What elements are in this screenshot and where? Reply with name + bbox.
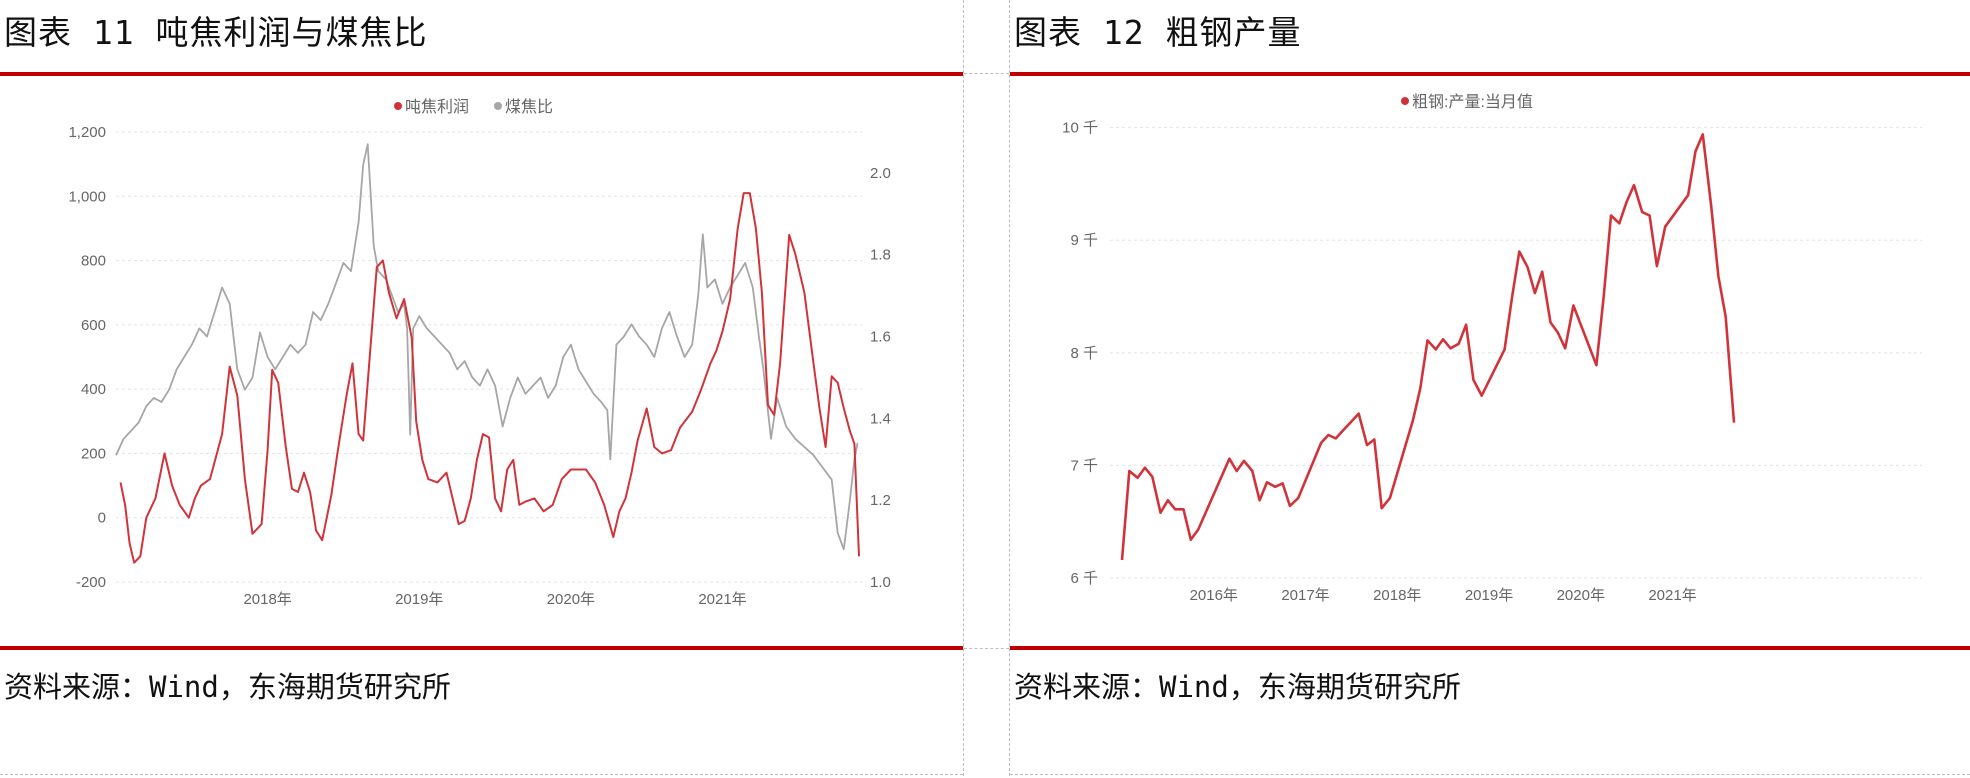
x-axis-tick: 2018年 [243,591,291,608]
y-axis-tick: 10 千 [1062,120,1098,137]
bottom-border [0,774,963,775]
gap-divider-bottom [964,648,1009,649]
right-axis-tick: 1.0 [870,574,891,591]
right-axis-tick: 1.6 [870,329,891,346]
crude-steel-line [1120,133,1736,561]
right-axis-tick: 1.8 [870,247,891,264]
source-rule [1010,646,1970,650]
x-axis-tick: 2017年 [1281,587,1329,604]
y-axis-tick: 9 千 [1070,232,1098,249]
left-axis-tick: 200 [81,445,106,462]
gap-divider-top [964,73,1009,74]
coke-profit-ratio-chart: -200 0 200 400 600 800 1,000 1,200 1.0 1.2 1.4 1.6 1… [68,98,891,608]
left-axis-tick: 800 [81,253,106,270]
source-rule [0,646,963,650]
x-axis-tick: 2016年 [1190,587,1238,604]
x-axis-tick: 2021年 [1648,587,1696,604]
legend-marker [1401,97,1409,105]
left-axis-tick: 1,200 [68,124,106,141]
coke-ratio-line [115,143,859,551]
right-panel: 图表 12 粗钢产量 6 千 7 千 8 千 9 千 10 千 2016年 2017年 201… [1009,0,1970,776]
x-axis-tick: 2020年 [547,591,595,608]
y-axis-tick: 7 千 [1070,457,1098,474]
left-axis-tick: 400 [81,381,106,398]
left-axis-tick: 1,000 [68,188,106,205]
legend-label: 吨焦利润 [405,98,469,116]
crude-steel-chart: 6 千 7 千 8 千 9 千 10 千 2016年 2017年 2018年 2019年 2020… [1062,93,1922,604]
source-note: 资料来源：Wind，东海期货研究所 [4,670,451,704]
x-axis-tick: 2021年 [698,591,746,608]
legend-label: 粗钢:产量:当月值 [1412,93,1533,111]
legend-marker [494,102,502,110]
chart-title: 图表 12 粗钢产量 [1014,13,1302,52]
left-panel: 图表 11 吨焦利润与煤焦比 -200 0 200 400 600 800 1,000 1,2… [0,0,964,776]
x-axis-tick: 2020年 [1557,587,1605,604]
chart-title: 图表 11 吨焦利润与煤焦比 [4,13,428,52]
title-rule [1010,72,1970,76]
legend-marker [394,102,402,110]
left-axis-tick: -200 [76,574,106,591]
right-axis-tick: 1.2 [870,492,891,509]
title-rule [0,72,963,76]
y-axis-tick: 8 千 [1070,345,1098,362]
coke-profit-line [119,192,860,564]
x-axis-tick: 2019年 [1465,587,1513,604]
source-note: 资料来源：Wind，东海期货研究所 [1014,670,1461,704]
left-axis-tick: 0 [98,510,106,527]
y-axis-tick: 6 千 [1070,570,1098,587]
legend-label: 煤焦比 [505,98,553,116]
right-axis-tick: 1.4 [870,410,891,427]
right-axis-tick: 2.0 [870,165,891,182]
bottom-border [1010,774,1970,775]
x-axis-tick: 2018年 [1373,587,1421,604]
x-axis-tick: 2019年 [395,591,443,608]
left-axis-tick: 600 [81,317,106,334]
